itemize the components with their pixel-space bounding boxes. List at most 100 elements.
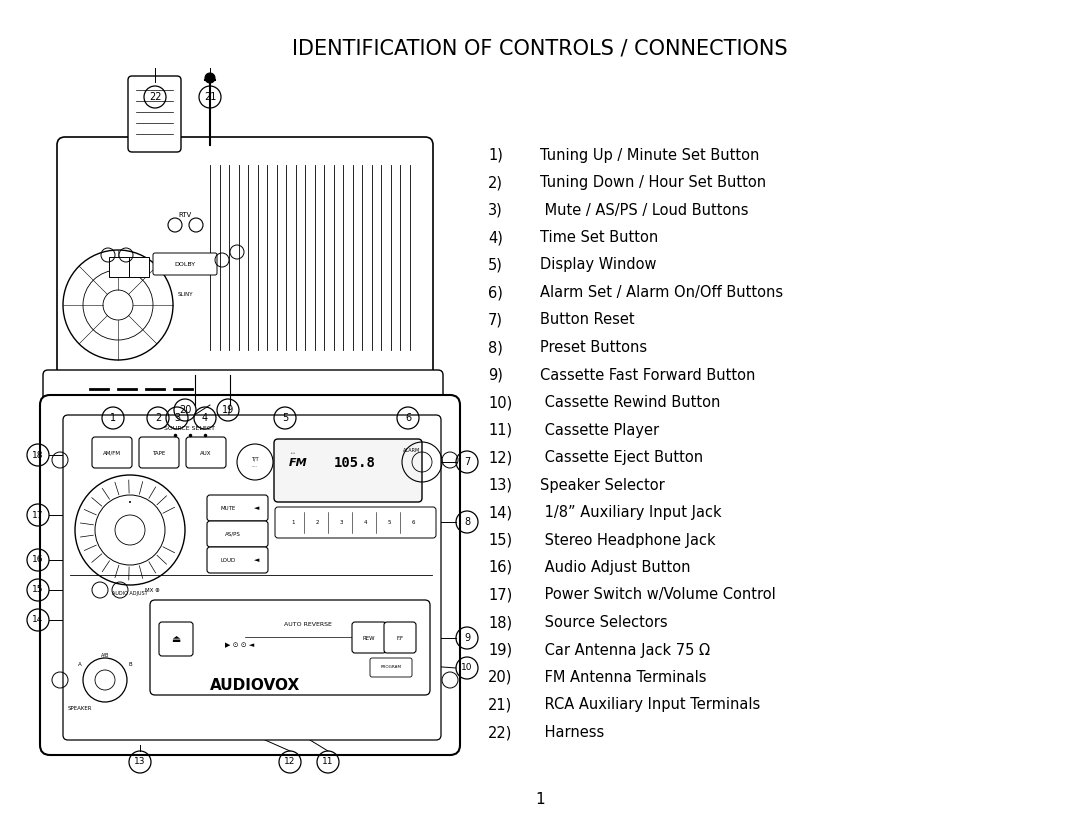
Text: SLINY: SLINY <box>177 293 192 298</box>
Text: 17): 17) <box>488 587 512 602</box>
Text: 105.8: 105.8 <box>334 456 376 470</box>
Text: 8): 8) <box>488 340 503 355</box>
Text: 10: 10 <box>461 664 473 672</box>
Text: 19: 19 <box>221 405 234 415</box>
Text: ----: ---- <box>252 464 258 468</box>
Text: ••: •• <box>288 450 295 455</box>
Text: 4): 4) <box>488 230 503 245</box>
Text: RCA Auxiliary Input Terminals: RCA Auxiliary Input Terminals <box>540 697 760 712</box>
Text: Time Set Button: Time Set Button <box>540 230 658 245</box>
Text: 3: 3 <box>174 413 180 423</box>
Text: AUX: AUX <box>200 450 212 455</box>
Text: 2): 2) <box>488 175 503 190</box>
FancyBboxPatch shape <box>63 415 441 740</box>
Text: 12: 12 <box>284 757 296 766</box>
Text: 9): 9) <box>488 368 503 383</box>
Text: 8: 8 <box>464 517 470 527</box>
Text: Button Reset: Button Reset <box>540 313 635 328</box>
Text: A: A <box>78 662 82 667</box>
Text: MX ⊕: MX ⊕ <box>145 587 160 592</box>
Text: 5: 5 <box>282 413 288 423</box>
Text: MUTE: MUTE <box>220 505 235 510</box>
Text: ▶ ⊙ ⊙ ◄: ▶ ⊙ ⊙ ◄ <box>226 642 255 648</box>
Text: IDENTIFICATION OF CONTROLS / CONNECTIONS: IDENTIFICATION OF CONTROLS / CONNECTIONS <box>293 38 787 58</box>
FancyBboxPatch shape <box>207 547 268 573</box>
Text: ◄: ◄ <box>254 505 259 511</box>
FancyBboxPatch shape <box>109 257 129 277</box>
Text: 16: 16 <box>32 555 44 565</box>
Text: 21: 21 <box>204 92 216 102</box>
Text: AM/FM: AM/FM <box>103 450 121 455</box>
Text: 7: 7 <box>464 457 470 467</box>
Text: 2: 2 <box>315 520 319 525</box>
FancyBboxPatch shape <box>159 622 193 656</box>
FancyBboxPatch shape <box>370 658 411 677</box>
FancyBboxPatch shape <box>139 437 179 468</box>
Text: ALARM: ALARM <box>403 448 420 453</box>
Text: Display Window: Display Window <box>540 258 657 273</box>
FancyBboxPatch shape <box>352 622 386 653</box>
Text: Cassette Fast Forward Button: Cassette Fast Forward Button <box>540 368 755 383</box>
Text: 1): 1) <box>488 148 503 163</box>
Text: A/B: A/B <box>100 652 109 657</box>
Text: 20): 20) <box>488 670 512 685</box>
Text: RTV: RTV <box>178 212 191 218</box>
Text: Speaker Selector: Speaker Selector <box>540 478 665 493</box>
FancyBboxPatch shape <box>129 76 181 152</box>
FancyBboxPatch shape <box>57 137 433 388</box>
Text: Cassette Eject Button: Cassette Eject Button <box>540 450 703 465</box>
FancyBboxPatch shape <box>207 495 268 521</box>
Text: F.F: F.F <box>396 636 404 641</box>
FancyBboxPatch shape <box>150 600 430 695</box>
Text: 22): 22) <box>488 725 512 740</box>
Text: FM Antenna Terminals: FM Antenna Terminals <box>540 670 706 685</box>
FancyBboxPatch shape <box>129 257 149 277</box>
Text: 14): 14) <box>488 505 512 520</box>
Text: 6: 6 <box>411 520 415 525</box>
Text: 11): 11) <box>488 423 512 438</box>
FancyBboxPatch shape <box>92 437 132 468</box>
Text: 12): 12) <box>488 450 512 465</box>
Text: Alarm Set / Alarm On/Off Buttons: Alarm Set / Alarm On/Off Buttons <box>540 285 783 300</box>
Text: 17: 17 <box>32 510 44 520</box>
Text: 1: 1 <box>110 413 116 423</box>
Text: B: B <box>129 662 132 667</box>
Text: 4: 4 <box>202 413 208 423</box>
FancyBboxPatch shape <box>186 437 226 468</box>
FancyBboxPatch shape <box>275 507 436 538</box>
Text: 18: 18 <box>32 450 44 460</box>
Text: AUTO REVERSE: AUTO REVERSE <box>284 622 332 627</box>
Text: 15: 15 <box>32 585 44 595</box>
FancyBboxPatch shape <box>40 395 460 755</box>
Text: 20: 20 <box>179 405 191 415</box>
Text: PROGRAM: PROGRAM <box>380 665 402 669</box>
Text: Audio Adjust Button: Audio Adjust Button <box>540 560 690 575</box>
Text: •: • <box>129 500 132 506</box>
Text: 14: 14 <box>32 615 43 625</box>
FancyBboxPatch shape <box>43 370 443 408</box>
Text: ⏏: ⏏ <box>172 634 180 644</box>
Text: 11: 11 <box>322 757 334 766</box>
Text: Harness: Harness <box>540 725 604 740</box>
Text: 21): 21) <box>488 697 512 712</box>
FancyBboxPatch shape <box>207 521 268 547</box>
Text: 13: 13 <box>134 757 146 766</box>
Text: Preset Buttons: Preset Buttons <box>540 340 647 355</box>
Text: Car Antenna Jack 75 Ω: Car Antenna Jack 75 Ω <box>540 642 710 657</box>
FancyBboxPatch shape <box>384 622 416 653</box>
Text: 5): 5) <box>488 258 503 273</box>
Text: Power Switch w/Volume Control: Power Switch w/Volume Control <box>540 587 775 602</box>
Text: DOLBY: DOLBY <box>175 263 195 268</box>
Text: 6: 6 <box>405 413 411 423</box>
FancyBboxPatch shape <box>274 439 422 502</box>
Text: AUDIOVOX: AUDIOVOX <box>210 677 300 692</box>
Text: Mute / AS/PS / Loud Buttons: Mute / AS/PS / Loud Buttons <box>540 203 748 218</box>
Circle shape <box>205 73 215 83</box>
Text: SOURCE SELECT: SOURCE SELECT <box>164 425 216 430</box>
Text: 13): 13) <box>488 478 512 493</box>
Text: 10): 10) <box>488 395 512 410</box>
Text: 3: 3 <box>339 520 342 525</box>
Text: SPEAKER: SPEAKER <box>68 706 92 711</box>
FancyBboxPatch shape <box>153 253 217 275</box>
Text: Cassette Player: Cassette Player <box>540 423 659 438</box>
